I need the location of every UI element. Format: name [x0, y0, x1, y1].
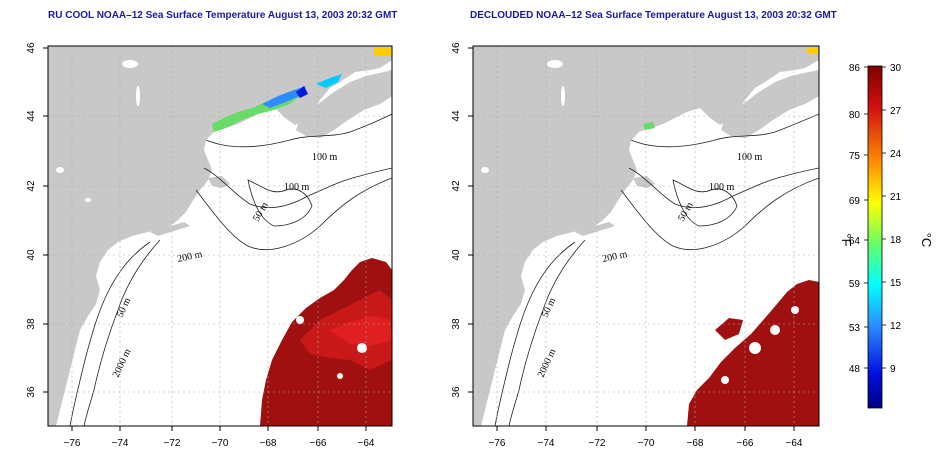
x-tick-label: −72: [589, 438, 606, 449]
y-tick-label: 36: [451, 386, 462, 398]
contour-label-100m-a: 100 m: [312, 152, 338, 163]
y-tick-label: 40: [26, 249, 37, 261]
x-tick-label: −72: [164, 438, 181, 449]
right-map-title: DECLOUDED NOAA–12 Sea Surface Temperatur…: [470, 10, 837, 21]
y-tick-label: 46: [451, 42, 462, 54]
y-tick-label: 46: [26, 42, 37, 54]
contour-label-100m-a: 100 m: [737, 152, 763, 163]
left-map-title: RU COOL NOAA–12 Sea Surface Temperature …: [48, 10, 398, 21]
fahrenheit-tick: 75: [849, 151, 861, 162]
celsius-tick: 21: [890, 192, 902, 203]
x-tick-label: −64: [358, 438, 375, 449]
x-tick-label: −70: [638, 438, 655, 449]
declouded-sst-map: 100 m 100 m 50 m 200 m 50 m 2000 m: [451, 42, 820, 449]
celsius-tick: 12: [890, 321, 902, 332]
x-tick-label: −74: [538, 438, 555, 449]
y-tick-label: 42: [26, 180, 37, 192]
celsius-tick: 24: [890, 149, 902, 160]
fahrenheit-tick: 48: [849, 364, 861, 375]
celsius-tick: 18: [890, 235, 902, 246]
x-tick-label: −68: [260, 438, 277, 449]
x-tick-label: −70: [212, 438, 229, 449]
x-tick-label: −74: [112, 438, 129, 449]
temperature-colorbar: 86 80 75 69 64 59 53 48 30 27 24 21 18 1…: [839, 63, 934, 409]
contour-label-200m: 200 m: [176, 249, 203, 265]
fahrenheit-tick: 80: [849, 110, 861, 121]
celsius-tick: 27: [890, 106, 902, 117]
fahrenheit-tick: 86: [849, 63, 861, 74]
coastline-land: [48, 46, 392, 426]
y-tick-label: 38: [451, 318, 462, 330]
celsius-label: °C: [919, 233, 934, 248]
fahrenheit-tick: 64: [849, 236, 861, 247]
raw-sst-map: 100 m 100 m 50 m 200 m 50 m 2000 m: [26, 42, 393, 449]
fahrenheit-tick: 59: [849, 279, 861, 290]
celsius-tick: 9: [890, 364, 896, 375]
y-tick-label: 40: [451, 249, 462, 261]
contour-label-100m-b: 100 m: [709, 182, 735, 193]
x-tick-label: −76: [489, 438, 506, 449]
y-tick-label: 36: [26, 386, 37, 398]
long-island-land: [150, 222, 190, 236]
y-tick-label: 42: [451, 180, 462, 192]
y-tick-label: 38: [26, 318, 37, 330]
x-tick-label: −76: [64, 438, 81, 449]
celsius-tick: 30: [890, 63, 902, 74]
fahrenheit-tick: 53: [849, 323, 861, 334]
x-tick-label: −66: [310, 438, 327, 449]
contour-label-100m-b: 100 m: [284, 182, 310, 193]
celsius-tick: 15: [890, 278, 902, 289]
contour-label-200m: 200 m: [601, 249, 628, 265]
y-tick-label: 44: [451, 110, 462, 122]
fahrenheit-label: °F: [839, 233, 854, 246]
fahrenheit-tick: 69: [849, 196, 861, 207]
x-tick-label: −66: [737, 438, 754, 449]
x-tick-label: −64: [786, 438, 803, 449]
y-tick-label: 44: [26, 110, 37, 122]
x-tick-label: −68: [687, 438, 704, 449]
cape-cod-land: [208, 176, 230, 188]
nova-scotia-land: [296, 70, 392, 138]
